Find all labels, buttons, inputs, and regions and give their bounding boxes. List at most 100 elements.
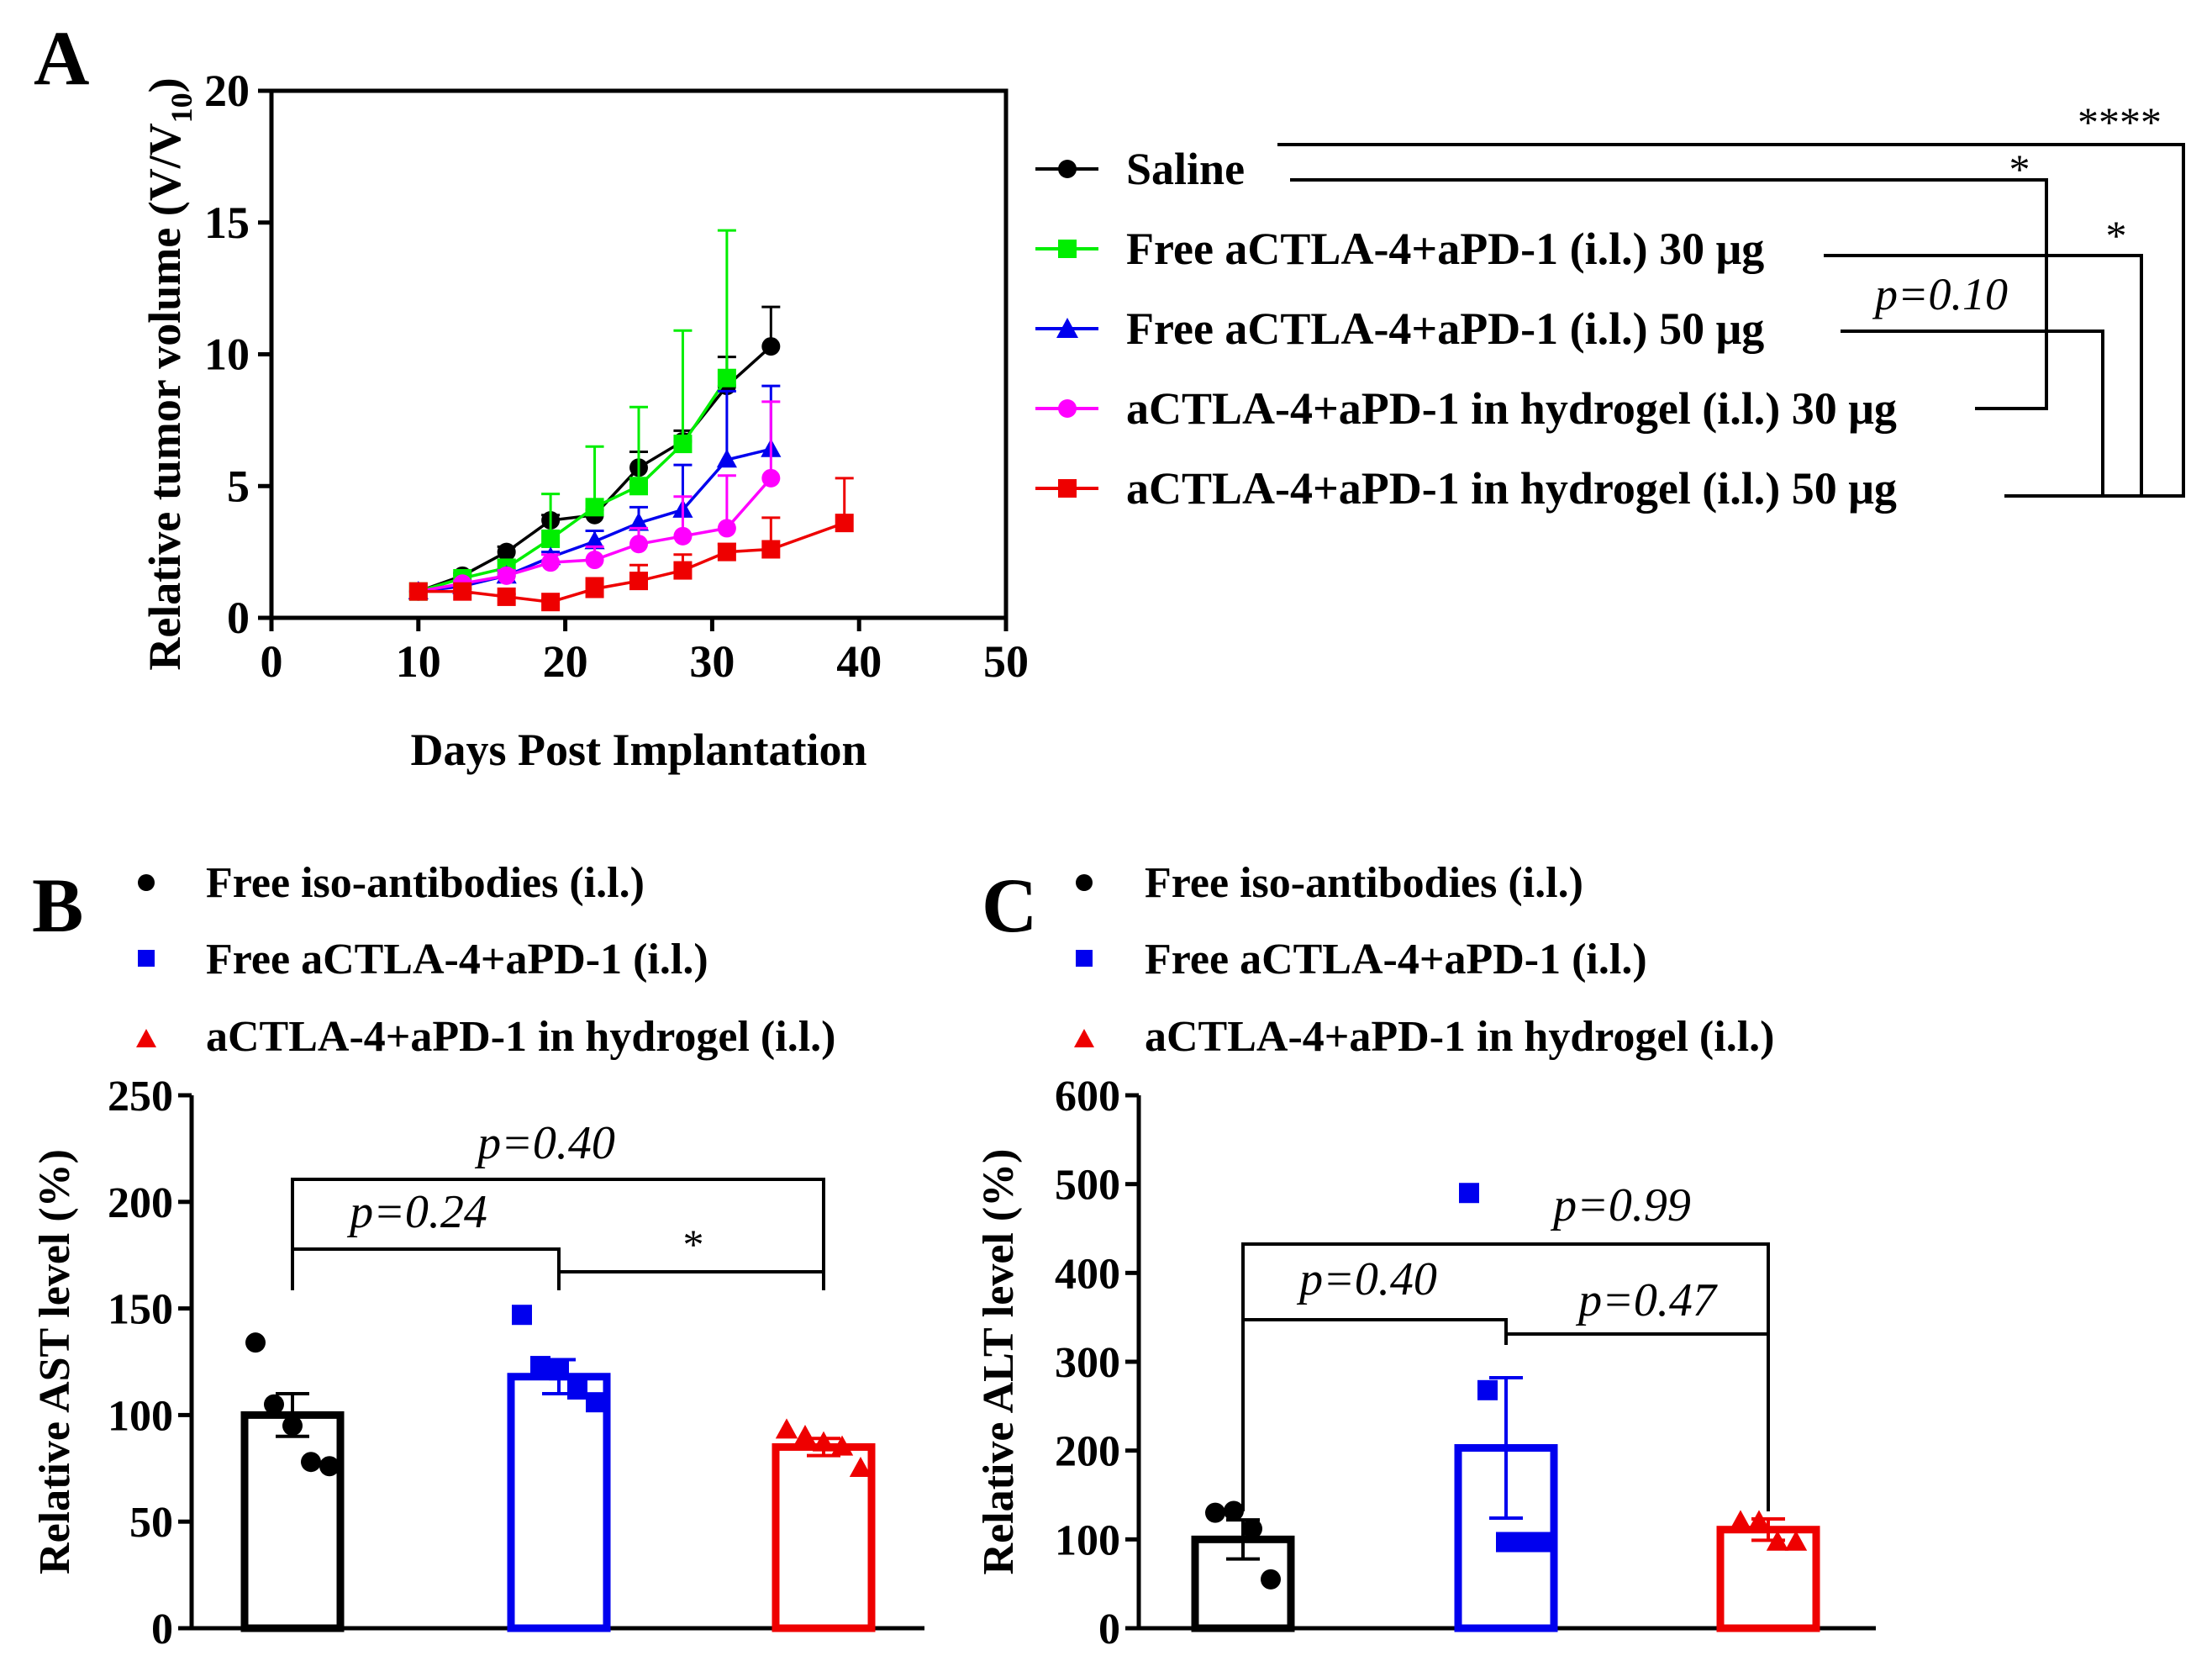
panel-a-label: A [34, 15, 89, 101]
data-point [512, 1305, 532, 1326]
y-tick-label-a: 20 [204, 66, 250, 116]
legend-label-saline: Saline [1126, 144, 1245, 194]
legend-item-free-30: Free aCTLA-4+aPD-1 (i.l.) 30 μg [1035, 224, 1764, 274]
x-tick-label-a: 20 [543, 636, 588, 687]
bar-group-c-3 [1716, 1510, 1820, 1632]
panel-c: C Free iso-antibodies (i.l.) Free aCTLA-… [975, 859, 1876, 1653]
data-point [497, 566, 516, 585]
panel-c-label: C [982, 862, 1037, 948]
panel-c-y-axis-title: Relative ALT level (%) [975, 1149, 1023, 1575]
legend-label-c-gel: aCTLA-4+aPD-1 in hydrogel (i.l.) [1145, 1013, 1774, 1061]
panel-b: B Free iso-antibodies (i.l.) Free aCTLA-… [31, 859, 924, 1653]
data-point [584, 530, 605, 550]
bar-group-c-2 [1454, 1183, 1558, 1632]
panel-a: A 0 10 20 30 40 50 0 5 10 15 20 Days Post Implanta… [34, 15, 2185, 775]
data-point [585, 498, 604, 517]
panel-c-axes: 0 100 200 300 400 500 600 [1055, 1073, 1876, 1653]
data-point [585, 579, 604, 598]
y-tick-label-b: 100 [108, 1392, 173, 1440]
sig-label-c-free-vs-gel: p=0.47 [1575, 1274, 1718, 1326]
x-tick-label-a: 40 [836, 636, 882, 687]
data-point [717, 542, 736, 562]
data-point [497, 542, 516, 562]
data-point [1729, 1510, 1752, 1531]
bracket-saline-vs-gel50 [1277, 143, 2185, 498]
data-point [1496, 1532, 1516, 1553]
series-line [418, 377, 729, 593]
panel-b-label: B [32, 862, 83, 948]
data-point [673, 526, 693, 546]
y-tick-label-c: 300 [1055, 1339, 1120, 1387]
data-point [761, 540, 781, 559]
panel-b-y-axis-title: Relative AST level (%) [31, 1149, 79, 1574]
data-point [1224, 1500, 1244, 1521]
legend-marker-b-iso [138, 874, 155, 891]
y-tick-label-b: 250 [108, 1073, 173, 1121]
panel-b-legend: Free iso-antibodies (i.l.) Free aCTLA-4+… [136, 859, 835, 1061]
legend-item-free-50: Free aCTLA-4+aPD-1 (i.l.) 50 μg [1035, 303, 1764, 354]
bracket-free30-vs-gel50 [1824, 254, 2143, 496]
bar [240, 1411, 345, 1632]
legend-marker-b-free [138, 950, 155, 967]
data-point [830, 1435, 854, 1456]
bar-group-b-3 [772, 1418, 876, 1632]
bar [507, 1373, 611, 1632]
data-point [245, 1332, 266, 1353]
sig-label-b-iso-vs-free: p=0.24 [346, 1186, 487, 1238]
data-point [629, 572, 648, 591]
bar-group-b-1 [240, 1332, 345, 1632]
data-point [282, 1416, 303, 1437]
y-tick-label-c: 400 [1055, 1250, 1120, 1298]
series-5 [408, 477, 854, 612]
y-tick-label-c: 600 [1055, 1073, 1120, 1121]
sig-label-saline-vs-gel30: * [2009, 145, 2030, 192]
data-point [319, 1456, 340, 1477]
y-tick-label-c: 200 [1055, 1428, 1120, 1476]
data-point [1261, 1569, 1281, 1590]
y-tick-label-b: 150 [108, 1286, 173, 1334]
data-point [849, 1457, 872, 1477]
panel-c-significance: p=0.99 p=0.40 p=0.47 [1241, 1179, 1770, 1511]
legend-marker-c-iso [1076, 874, 1093, 891]
series-2 [408, 229, 736, 601]
bracket-c-free-vs-gel [1504, 1332, 1770, 1511]
data-point [408, 582, 428, 601]
panel-a-legend: Saline Free aCTLA-4+aPD-1 (i.l.) 30 μg F… [1035, 144, 1897, 514]
data-point [1766, 1530, 1789, 1551]
panel-c-bars [1191, 1183, 1820, 1632]
sig-label-b-iso-vs-gel: p=0.40 [474, 1117, 615, 1169]
data-point [1514, 1532, 1535, 1553]
y-tick-label-b: 200 [108, 1179, 173, 1227]
data-point [1459, 1183, 1479, 1204]
panel-a-significance: **** * * p=0.10 [1277, 98, 2185, 498]
bracket-b-free-vs-gel [557, 1270, 825, 1290]
legend-marker-free-30 [1058, 240, 1077, 258]
y-tick-label-a: 10 [204, 330, 250, 380]
data-point [1747, 1510, 1771, 1531]
data-point [541, 593, 561, 612]
legend-label-c-iso: Free iso-antibodies (i.l.) [1145, 859, 1583, 907]
y-tick-label-a: 0 [227, 593, 250, 643]
legend-item-gel-30: aCTLA-4+aPD-1 in hydrogel (i.l.) 30 μg [1035, 383, 1897, 434]
legend-marker-gel-50 [1058, 479, 1077, 498]
legend-marker-gel-30 [1058, 399, 1077, 418]
series-line [418, 521, 845, 604]
panel-a-axes: 0 10 20 30 40 50 0 5 10 15 20 [204, 66, 1029, 687]
data-point [1477, 1379, 1498, 1400]
data-point [567, 1379, 587, 1400]
x-tick-label-a: 50 [983, 636, 1029, 687]
sig-label-saline-vs-gel50: **** [2078, 98, 2162, 145]
data-point [761, 468, 781, 488]
data-point [673, 561, 693, 580]
data-point [716, 449, 737, 468]
data-point [585, 551, 604, 570]
panel-a-x-axis-title: Days Post Implantation [410, 725, 866, 775]
y-tick-label-c: 500 [1055, 1162, 1120, 1210]
legend-label-b-iso: Free iso-antibodies (i.l.) [206, 859, 645, 907]
y-tick-label-b: 0 [151, 1606, 173, 1653]
data-point [541, 529, 561, 548]
data-point [264, 1394, 284, 1415]
data-point [835, 514, 854, 533]
bracket-c-iso-vs-free [1241, 1318, 1508, 1511]
